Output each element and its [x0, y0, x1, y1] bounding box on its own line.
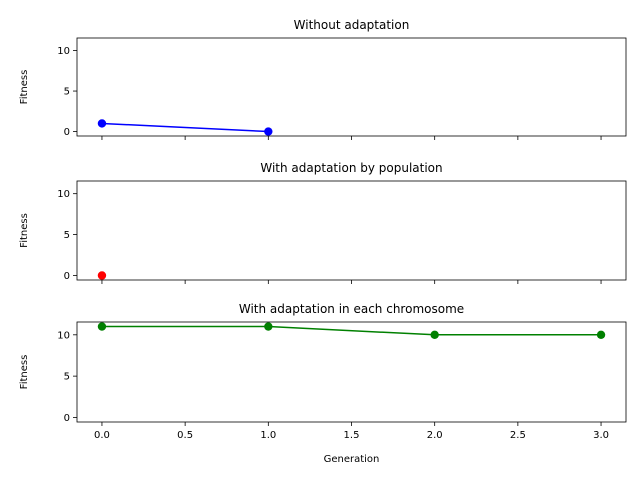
chart-title: With adaptation in each chromosome	[239, 302, 464, 316]
series-line-1	[101, 122, 269, 133]
subplot-1: Without adaptation 0 5 10 Fitness	[19, 18, 627, 140]
subplot-3: With adaptation in each chromosome 0 5 10 0.…	[19, 302, 627, 465]
y-axis-label: Fitness	[19, 213, 30, 248]
y-tick-label: 0	[64, 127, 70, 138]
x-tick-label: 2.5	[510, 430, 526, 441]
data-point	[97, 322, 107, 331]
data-point	[97, 119, 107, 128]
data-point	[264, 322, 273, 331]
chart-title: With adaptation by population	[260, 161, 442, 175]
x-tick-label: 3.0	[593, 430, 609, 441]
subplot-2: With adaptation by population 0 5 10 Fitness	[19, 161, 627, 284]
x-tick-label: 2.0	[427, 430, 443, 441]
y-tick-label: 5	[64, 372, 70, 383]
y-tick-label: 10	[57, 46, 70, 57]
series-line-1	[101, 325, 602, 336]
axes-frame	[76, 37, 627, 137]
y-tick-label: 0	[64, 271, 70, 282]
y-axis-label: Fitness	[19, 70, 30, 105]
x-tick-label: 1.0	[260, 430, 276, 441]
x-tick-label: 0.0	[94, 430, 110, 441]
y-tick-label: 0	[64, 413, 70, 424]
data-point	[430, 330, 439, 340]
axes-frame	[76, 321, 627, 423]
data-point	[596, 330, 606, 340]
y-tick-label: 5	[64, 230, 70, 241]
y-tick-label: 5	[64, 87, 70, 98]
chart-title: Without adaptation	[294, 18, 410, 32]
x-tick-label: 1.5	[344, 430, 360, 441]
y-axis-label: Fitness	[19, 355, 30, 390]
data-point	[97, 271, 107, 280]
axes-frame	[76, 180, 627, 281]
x-axis-label: Generation	[324, 454, 380, 465]
y-tick-label: 10	[57, 189, 70, 200]
data-point	[264, 127, 273, 136]
x-tick-label: 0.5	[177, 430, 193, 441]
y-tick-label: 10	[57, 330, 70, 341]
